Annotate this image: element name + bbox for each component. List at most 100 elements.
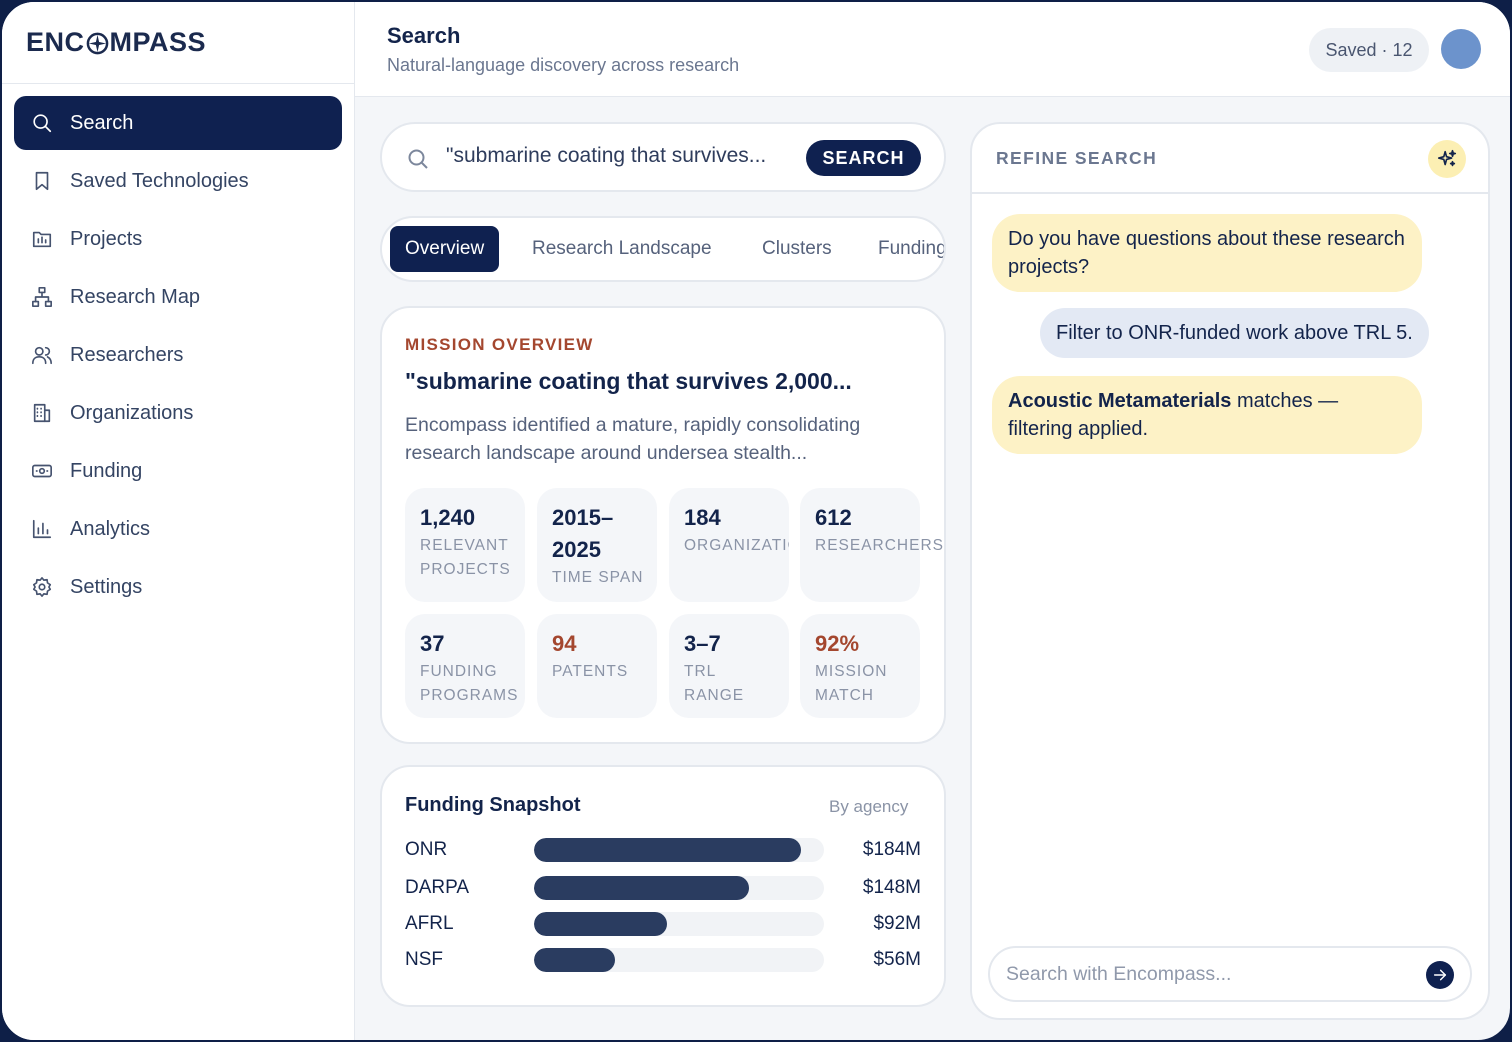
sidebar: ENC MPASS Search Saved Technologies xyxy=(2,2,355,1040)
chat-message-assistant: Acoustic Metamaterials matches — filteri… xyxy=(992,376,1422,454)
refine-title: REFINE SEARCH xyxy=(996,148,1158,168)
sidebar-item-label: Analytics xyxy=(70,517,151,540)
network-icon xyxy=(30,285,54,309)
funding-row: NSF $56M xyxy=(405,947,921,973)
chat-input[interactable] xyxy=(1006,960,1406,988)
stat-value: 37 xyxy=(420,631,445,656)
section-eyebrow: MISSION OVERVIEW xyxy=(405,335,594,354)
sidebar-item-organizations[interactable]: Organizations xyxy=(14,386,342,440)
funding-amount: $148M xyxy=(862,877,921,898)
chat-message-text: matches — filtering applied. xyxy=(1008,390,1339,440)
stat-value: 612 xyxy=(815,505,852,530)
funding-subtitle: By agency xyxy=(829,797,909,816)
stat-time-span[interactable]: 2015–2025 TIME SPAN xyxy=(537,488,657,602)
stat-patents[interactable]: 94 PATENTS xyxy=(537,614,657,718)
sidebar-item-projects[interactable]: Projects xyxy=(14,212,342,266)
chat-message-user: Filter to ONR-funded work above TRL 5. xyxy=(1040,308,1429,358)
search-bar: "submarine coating that survives... SEAR… xyxy=(380,122,946,192)
sidebar-nav: Search Saved Technologies Projects Resea… xyxy=(2,84,354,614)
tab-overview[interactable]: Overview xyxy=(390,226,500,272)
funding-snapshot-card: Funding Snapshot By agency ONR $184M DAR… xyxy=(380,765,946,1007)
matched-topic: Acoustic Metamaterials xyxy=(1008,390,1232,412)
mission-overview-card: MISSION OVERVIEW "submarine coating that… xyxy=(380,306,946,744)
funding-bar-track xyxy=(534,838,824,862)
sidebar-item-label: Researchers xyxy=(70,343,184,366)
stat-value: 2015–2025 xyxy=(552,505,614,562)
refine-search-panel: REFINE SEARCH Do you have questions abou… xyxy=(970,122,1490,1020)
users-icon xyxy=(30,343,54,367)
stat-trl-range[interactable]: 3–7 TRL RANGE xyxy=(669,614,789,718)
tab-research-landscape[interactable]: Research Landscape xyxy=(532,238,712,259)
compass-icon xyxy=(86,31,109,55)
search-input[interactable]: "submarine coating that survives... xyxy=(446,144,767,167)
funding-amount: $184M xyxy=(862,839,921,860)
funding-amount: $56M xyxy=(873,949,921,970)
funding-row: AFRL $92M xyxy=(405,911,921,937)
chat-input-box xyxy=(988,946,1472,1002)
tab-clusters[interactable]: Clusters xyxy=(762,238,832,259)
gear-icon xyxy=(30,575,54,599)
page-title: Search xyxy=(387,23,461,48)
stat-relevant-projects[interactable]: 1,240 RELEVANT PROJECTS xyxy=(405,488,525,602)
sidebar-item-settings[interactable]: Settings xyxy=(14,560,342,614)
stat-label: PATENTS xyxy=(552,663,629,680)
sidebar-item-label: Projects xyxy=(70,227,143,250)
stat-organizations[interactable]: 184 ORGANIZATIONS xyxy=(669,488,789,602)
tab-funding[interactable]: Funding xyxy=(878,238,946,259)
stat-label: TRL RANGE xyxy=(684,663,745,704)
chat-message-assistant: Do you have questions about these resear… xyxy=(992,214,1422,292)
sparkle-icon xyxy=(1437,149,1457,167)
funding-amount: $92M xyxy=(873,913,921,934)
sidebar-item-funding[interactable]: Funding xyxy=(14,444,342,498)
banknote-icon xyxy=(30,459,54,483)
avatar[interactable] xyxy=(1441,29,1481,69)
funding-bar-track xyxy=(534,948,824,972)
agency-name: NSF xyxy=(405,949,443,970)
sidebar-item-label: Saved Technologies xyxy=(70,169,249,192)
sidebar-item-search[interactable]: Search xyxy=(14,96,342,150)
funding-bar-track xyxy=(534,876,824,900)
arrow-right-icon xyxy=(1433,969,1447,981)
stat-funding-programs[interactable]: 37 FUNDING PROGRAMS xyxy=(405,614,525,718)
sidebar-item-researchers[interactable]: Researchers xyxy=(14,328,342,382)
stat-label: FUNDING PROGRAMS xyxy=(420,663,519,704)
page-subtitle: Natural-language discovery across resear… xyxy=(387,55,740,75)
mission-description: Encompass identified a mature, rapidly c… xyxy=(405,414,861,464)
search-icon xyxy=(406,147,430,171)
building-icon xyxy=(30,401,54,425)
agency-name: DARPA xyxy=(405,877,470,898)
stat-value: 1,240 xyxy=(420,505,476,530)
logo-text-left: ENC xyxy=(26,27,85,57)
bookmark-icon xyxy=(30,169,54,193)
stat-value: 92% xyxy=(815,631,860,656)
sidebar-item-saved-technologies[interactable]: Saved Technologies xyxy=(14,154,342,208)
sidebar-item-label: Search xyxy=(70,111,134,134)
agency-name: AFRL xyxy=(405,913,454,934)
ai-sparkle-button[interactable] xyxy=(1428,140,1466,178)
sidebar-item-label: Settings xyxy=(70,575,143,598)
encompass-logo[interactable]: ENC MPASS xyxy=(2,2,354,84)
sidebar-item-label: Research Map xyxy=(70,285,201,308)
mission-title: "submarine coating that survives 2,000..… xyxy=(405,368,852,394)
send-button[interactable] xyxy=(1426,961,1454,989)
funding-row: DARPA $148M xyxy=(405,875,921,901)
refine-header: REFINE SEARCH xyxy=(972,124,1488,194)
stat-mission-match[interactable]: 92% MISSION MATCH xyxy=(800,614,920,718)
logo-text-right: MPASS xyxy=(109,27,207,57)
search-button[interactable]: SEARCH xyxy=(806,140,921,176)
funding-row: ONR $184M xyxy=(405,837,921,863)
tab-bar: Overview Research Landscape Clusters Fun… xyxy=(380,216,946,282)
stat-label: TIME SPAN xyxy=(552,569,644,586)
funding-bar xyxy=(534,948,616,972)
stat-label: RESEARCHERS xyxy=(815,537,944,554)
stat-researchers[interactable]: 612 RESEARCHERS xyxy=(800,488,944,602)
sidebar-item-analytics[interactable]: Analytics xyxy=(14,502,342,556)
funding-title: Funding Snapshot xyxy=(405,794,581,816)
sidebar-item-research-map[interactable]: Research Map xyxy=(14,270,342,324)
saved-count-button[interactable]: Saved · 12 xyxy=(1309,28,1429,72)
stat-label: ORGANIZATIONS xyxy=(684,537,789,554)
funding-bar xyxy=(534,838,801,862)
funding-bar xyxy=(534,912,668,936)
stat-value: 184 xyxy=(684,505,721,530)
